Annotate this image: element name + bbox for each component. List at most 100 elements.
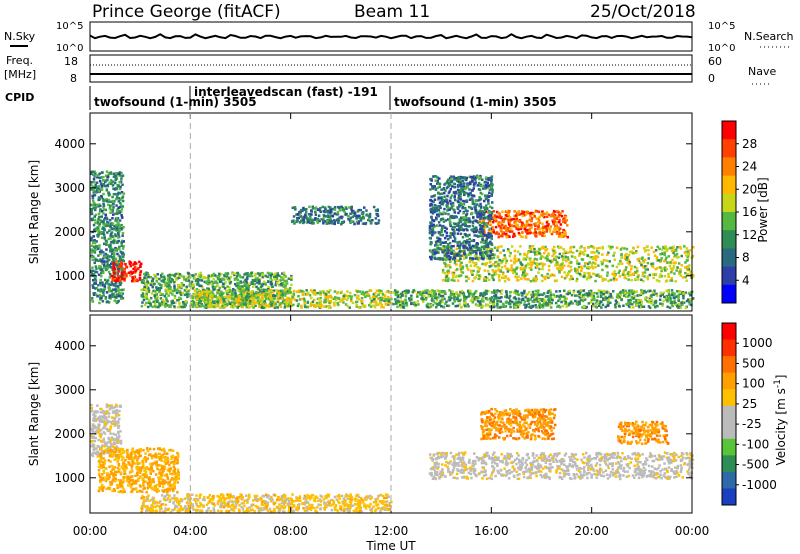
- power-cell: [444, 236, 447, 240]
- power-cell: [454, 259, 457, 263]
- power-cell: [319, 300, 323, 303]
- power-cell: [554, 257, 557, 260]
- power-cell: [515, 259, 518, 263]
- power-cell: [91, 203, 94, 206]
- power-cell: [559, 235, 562, 238]
- power-cell: [533, 215, 536, 218]
- power-cell: [152, 300, 155, 304]
- power-cell: [485, 248, 489, 251]
- power-cell: [456, 268, 459, 271]
- power-cell: [619, 248, 623, 251]
- power-cell: [654, 272, 658, 276]
- power-cell: [156, 273, 159, 276]
- power-cell: [304, 210, 308, 214]
- power-cell: [635, 270, 639, 273]
- power-cell: [171, 301, 174, 305]
- power-cell: [669, 279, 672, 282]
- power-cell: [197, 275, 200, 278]
- power-cell: [464, 178, 467, 181]
- power-cell: [237, 300, 240, 303]
- power-cell: [544, 248, 547, 252]
- power-cell: [222, 285, 225, 288]
- power-cell: [625, 247, 629, 251]
- power-cell: [686, 268, 689, 272]
- power-cell: [551, 219, 554, 222]
- power-cell: [534, 224, 537, 228]
- power-cell: [575, 259, 579, 262]
- power-cell: [388, 291, 392, 294]
- power-cell: [668, 306, 672, 309]
- power-cell: [125, 274, 128, 278]
- power-cell: [448, 264, 451, 267]
- power-cell: [361, 290, 365, 294]
- power-cell: [659, 273, 662, 276]
- power-cell: [463, 250, 466, 253]
- power-cell: [560, 268, 563, 271]
- power-cell: [508, 254, 511, 258]
- power-cell: [103, 233, 106, 237]
- power-cell: [439, 233, 442, 237]
- power-cell: [557, 256, 561, 259]
- power-cell: [546, 259, 550, 262]
- power-cell: [465, 191, 468, 195]
- power-cell: [333, 212, 336, 215]
- power-cell: [107, 194, 111, 197]
- power-cell: [295, 213, 298, 216]
- power-cell: [495, 260, 499, 264]
- power-cell: [488, 235, 492, 238]
- power-cell: [266, 271, 270, 275]
- power-cell: [428, 236, 432, 240]
- power-cell: [652, 276, 655, 280]
- power-cell: [668, 295, 672, 298]
- power-cell: [588, 272, 591, 275]
- power-cell: [231, 289, 234, 293]
- power-cell: [295, 220, 298, 224]
- power-cell: [192, 301, 196, 304]
- power-cell: [317, 304, 321, 307]
- power-cell: [466, 268, 470, 271]
- power-cell: [396, 305, 399, 309]
- power-cell: [439, 247, 442, 250]
- power-cell: [95, 270, 99, 274]
- power-cell: [462, 241, 465, 244]
- power-cell: [109, 234, 112, 237]
- power-cell: [218, 306, 222, 309]
- power-cell: [195, 302, 198, 305]
- power-cell: [455, 247, 459, 251]
- power-cell: [454, 251, 457, 254]
- power-cell: [481, 255, 484, 258]
- power-cell: [234, 292, 237, 295]
- power-cell: [200, 290, 204, 293]
- power-cell: [224, 273, 228, 276]
- power-cell: [594, 273, 597, 276]
- power-cell: [553, 218, 556, 221]
- power-cell: [691, 273, 695, 277]
- power-cell: [500, 216, 503, 220]
- power-cell: [273, 294, 276, 298]
- power-cell: [430, 208, 433, 211]
- power-cell: [379, 299, 382, 303]
- power-cell: [490, 175, 494, 178]
- power-cell: [492, 231, 495, 234]
- power-cell: [437, 221, 441, 224]
- power-cell: [487, 278, 491, 282]
- power-cell: [542, 246, 545, 250]
- power-cell: [115, 300, 118, 303]
- power-cell: [453, 229, 456, 233]
- power-cell: [246, 277, 249, 280]
- power-cell: [549, 215, 553, 218]
- power-cell: [380, 298, 383, 302]
- power-cell: [451, 201, 455, 205]
- power-cell: [461, 265, 465, 268]
- power-cell: [443, 230, 447, 233]
- power-cell: [96, 174, 99, 177]
- power-cell: [121, 268, 124, 272]
- power-cell: [570, 255, 574, 258]
- power-cell: [412, 303, 416, 306]
- power-cell: [579, 250, 582, 253]
- sky-noise-line: [89, 33, 693, 40]
- power-cell: [525, 253, 529, 256]
- power-cell: [495, 215, 499, 218]
- power-cell: [294, 208, 297, 211]
- power-cell: [125, 265, 128, 268]
